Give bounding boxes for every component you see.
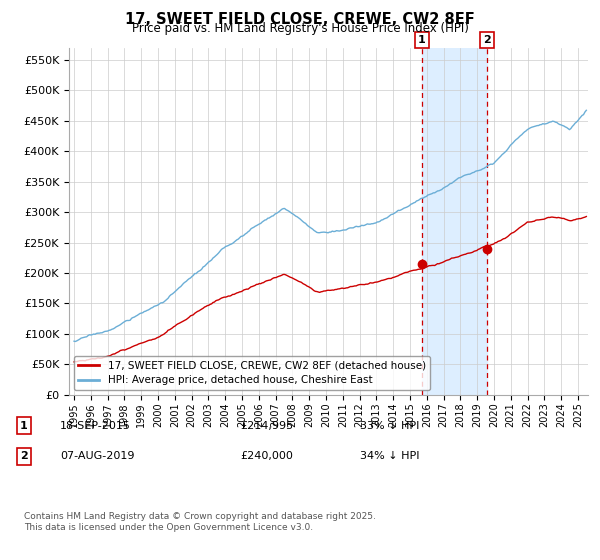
Text: 2: 2 bbox=[483, 35, 491, 45]
Text: 18-SEP-2015: 18-SEP-2015 bbox=[60, 421, 131, 431]
Bar bbox=[422, 48, 487, 395]
Text: 1: 1 bbox=[20, 421, 28, 431]
Text: £214,995: £214,995 bbox=[240, 421, 293, 431]
Text: 1: 1 bbox=[418, 35, 426, 45]
Text: 07-AUG-2019: 07-AUG-2019 bbox=[60, 451, 134, 461]
Text: 2: 2 bbox=[20, 451, 28, 461]
Text: 33% ↓ HPI: 33% ↓ HPI bbox=[360, 421, 419, 431]
Text: Price paid vs. HM Land Registry's House Price Index (HPI): Price paid vs. HM Land Registry's House … bbox=[131, 22, 469, 35]
Text: £240,000: £240,000 bbox=[240, 451, 293, 461]
Text: 34% ↓ HPI: 34% ↓ HPI bbox=[360, 451, 419, 461]
Text: Contains HM Land Registry data © Crown copyright and database right 2025.
This d: Contains HM Land Registry data © Crown c… bbox=[24, 512, 376, 532]
Legend: 17, SWEET FIELD CLOSE, CREWE, CW2 8EF (detached house), HPI: Average price, deta: 17, SWEET FIELD CLOSE, CREWE, CW2 8EF (d… bbox=[74, 356, 430, 390]
Text: 17, SWEET FIELD CLOSE, CREWE, CW2 8EF: 17, SWEET FIELD CLOSE, CREWE, CW2 8EF bbox=[125, 12, 475, 27]
